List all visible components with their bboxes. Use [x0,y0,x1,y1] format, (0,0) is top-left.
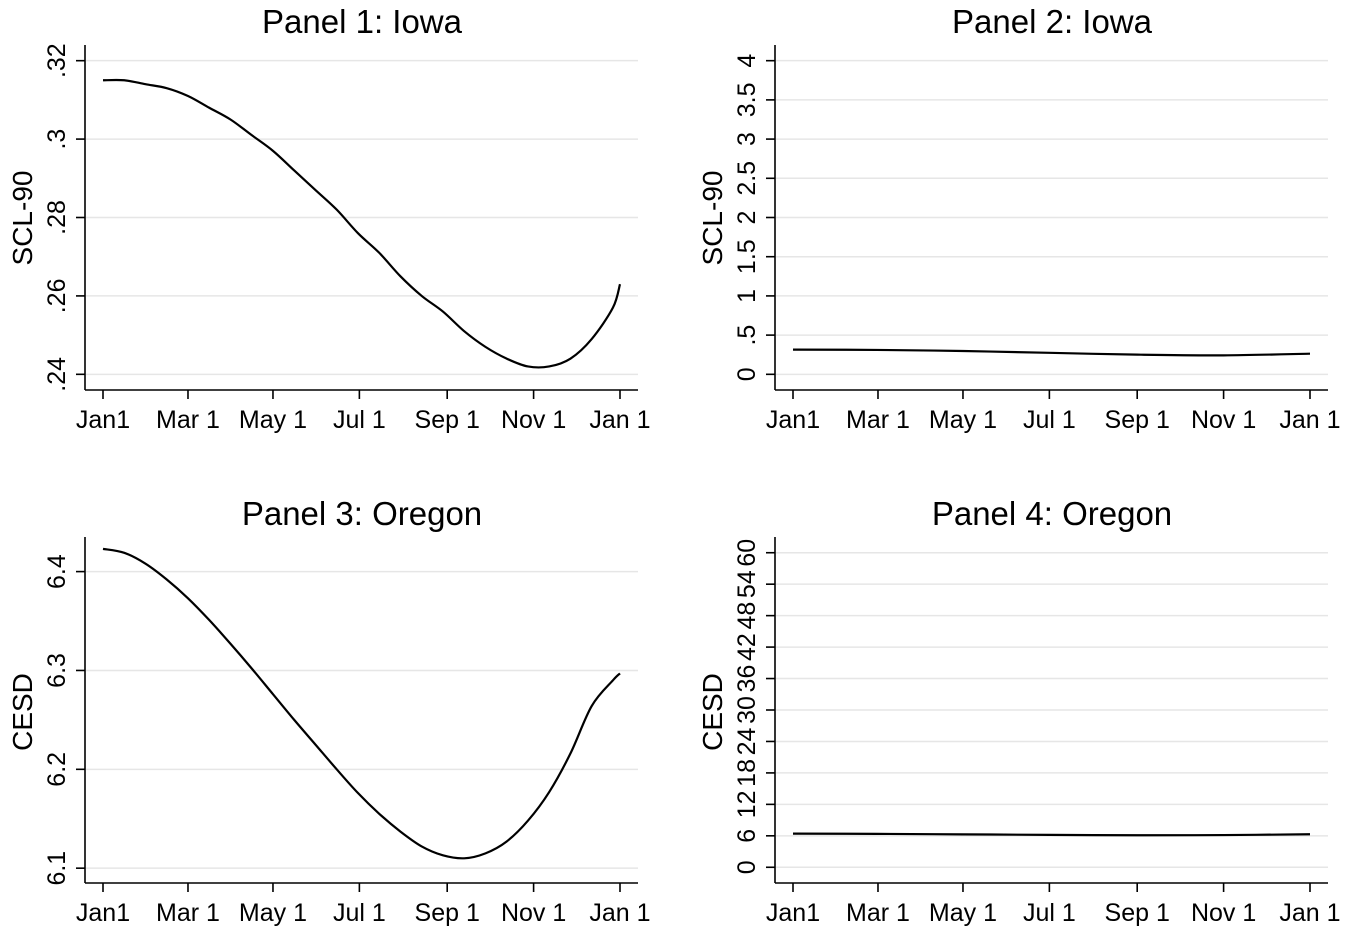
panel-1-x-tick-label: Nov 1 [501,406,566,434]
panel-3-x-tick-label: Mar 1 [156,899,220,927]
panel-3-x-tick-label: Jan1 [76,899,130,927]
panel-4-y-tick-label: 48 [733,602,761,630]
panel-4-y-tick-label: 36 [733,665,761,693]
panel-4-y-tick-label: 12 [733,790,761,818]
panel-3-x-tick-label: Nov 1 [501,899,566,927]
panel-2: Panel 2: Iowa SCL-90 0 .5 1 1.5 2 2.5 3 3.5 4 Jan… [697,3,1341,434]
panel-4-y-tick-label: 42 [733,633,761,661]
panel-2-y-tick-label: 4 [733,54,761,68]
panel-1-y-axis-label: SCL-90 [7,171,38,266]
panel-3-y-tick-label: 6.1 [43,851,71,886]
panel-4-y-tick-label: 6 [733,829,761,843]
panel-2-x-tick-label: Sep 1 [1105,406,1170,434]
panel-4-x-tick-label: Jan 1 [1279,899,1340,927]
panel-1-y-tick-label: .28 [43,200,71,235]
panel-4-y-tick-label: 24 [733,727,761,755]
panel-2-x-tick-label: May 1 [929,406,997,434]
panel-4: Panel 4: Oregon CESD 0 6 12 18 24 30 36 42 48 54 6… [697,495,1341,927]
panel-4-x-tick-label: Jan1 [766,899,820,927]
panel-1-x-tick-label: Jul 1 [333,406,386,434]
panel-3-x-tick-label: Jul 1 [333,899,386,927]
panel-4-y-tick-label: 18 [733,759,761,787]
panel-4-x-tick-label: Jul 1 [1023,899,1076,927]
panel-4-y-tick-label: 30 [733,696,761,724]
panel-1: Panel 1: Iowa SCL-90 .24 .26 .28 .3 .32 Jan1 M… [7,3,651,434]
panel-2-y-tick-label: 2.5 [733,161,761,196]
panel-3-x-tick-label: Sep 1 [415,899,480,927]
panel-2-x-tick-label: Jul 1 [1023,406,1076,434]
panel-3-title: Panel 3: Oregon [242,495,482,532]
panel-4-x-tick-label: Nov 1 [1191,899,1256,927]
panel-3-y-tick-label: 6.4 [43,554,71,589]
panel-4-x-tick-label: Sep 1 [1105,899,1170,927]
panel-2-x-tick-label: Jan1 [766,406,820,434]
panel-3-y-tick-label: 6.2 [43,752,71,787]
panel-4-y-tick-label: 54 [733,570,761,598]
panel-2-title: Panel 2: Iowa [952,3,1153,40]
panel-4-series-line [792,832,1311,837]
panel-2-x-tick-label: Nov 1 [1191,406,1256,434]
panel-2-y-tick-label: 1.5 [733,239,761,274]
panel-2-y-tick-label: 3.5 [733,83,761,118]
panel-3-x-tick-label: May 1 [239,899,307,927]
panel-2-y-tick-label: 0 [733,367,761,381]
panel-1-x-tick-label: Sep 1 [415,406,480,434]
panel-2-x-tick-label: Jan 1 [1279,406,1340,434]
panel-4-y-tick-label: 60 [733,539,761,567]
panel-2-x-tick-label: Mar 1 [846,406,910,434]
panel-2-y-tick-label: 2 [733,211,761,225]
panel-4-x-tick-label: Mar 1 [846,899,910,927]
panel-4-y-axis-label: CESD [697,673,728,751]
panel-2-y-tick-label: 3 [733,132,761,146]
panel-1-y-tick-label: .3 [43,129,71,150]
panel-2-y-axis-label: SCL-90 [697,171,728,266]
panel-3: Panel 3: Oregon CESD 6.1 6.2 6.3 6.4 Jan1 Mar… [7,495,651,927]
panel-1-y-tick-label: .32 [43,43,71,78]
panel-3-series-line [102,547,621,860]
panel-4-title: Panel 4: Oregon [932,495,1172,532]
panel-1-x-tick-label: May 1 [239,406,307,434]
panel-4-x-tick-label: May 1 [929,899,997,927]
panel-3-y-tick-label: 6.3 [43,653,71,688]
panel-2-y-tick-label: .5 [733,325,761,346]
panel-3-y-axis-label: CESD [7,673,38,751]
panel-1-x-tick-label: Mar 1 [156,406,220,434]
panel-1-y-tick-label: .26 [43,279,71,314]
panel-1-x-tick-label: Jan 1 [589,406,650,434]
panel-1-y-tick-label: .24 [43,357,71,392]
panel-4-y-tick-label: 0 [733,860,761,874]
panel-2-series-line [792,348,1311,357]
panel-2-y-tick-label: 1 [733,289,761,303]
panel-1-title: Panel 1: Iowa [262,3,463,40]
panel-3-x-tick-label: Jan 1 [589,899,650,927]
panel-1-x-tick-label: Jan1 [76,406,130,434]
panel-1-series-line [102,78,622,369]
